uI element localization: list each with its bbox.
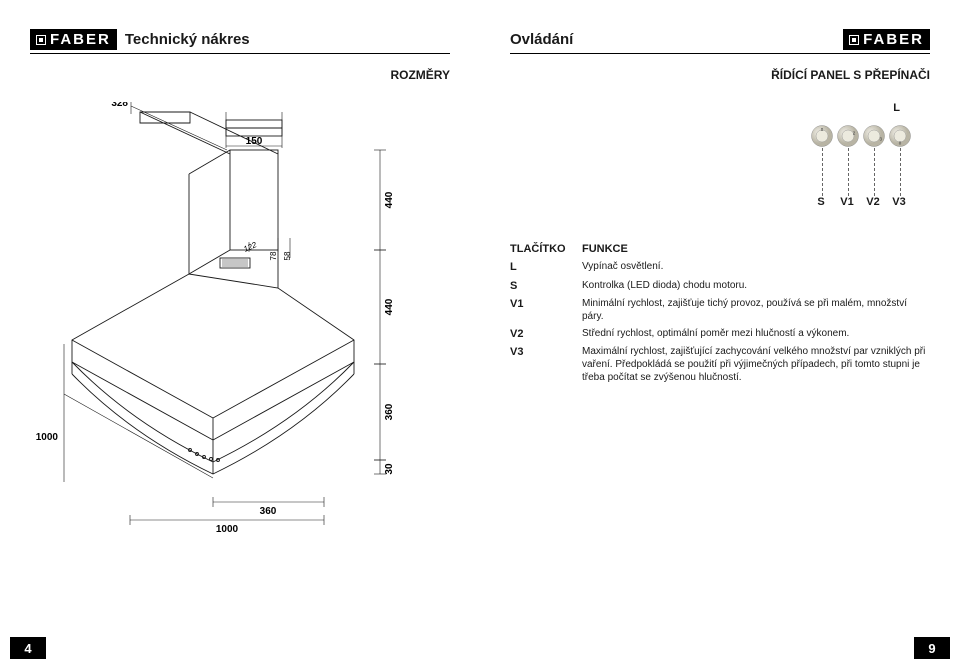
right-section-title: Ovládání xyxy=(510,31,573,48)
dim-150: 150 xyxy=(246,136,263,147)
row-val: Vypínač osvětlení. xyxy=(582,260,930,274)
dim-360v: 360 xyxy=(384,403,395,420)
row-val: Maximální rychlost, zajišťující zachycov… xyxy=(582,345,930,384)
table-head-val: FUNKCE xyxy=(582,242,930,256)
logo-icon xyxy=(36,35,46,45)
left-page-number: 4 xyxy=(10,637,46,659)
dial-label: V1 xyxy=(834,196,860,208)
brand-logo: FABER xyxy=(30,29,117,50)
left-page: FABER Technický nákres ROZMĚRY xyxy=(0,0,480,669)
row-val: Minimální rychlost, zajišťuje tichý prov… xyxy=(582,297,930,323)
table-head-key: TLAČÍTKO xyxy=(510,242,582,256)
dim-58: 58 xyxy=(283,251,292,260)
label-L: L xyxy=(893,102,900,114)
brand-text: FABER xyxy=(50,31,111,48)
left-header: FABER Technický nákres xyxy=(30,28,450,54)
row-key: V1 xyxy=(510,297,582,323)
dial-labels: S V1 V2 V3 xyxy=(808,196,912,208)
dim-440a: 440 xyxy=(384,191,395,208)
right-header: Ovládání FABER xyxy=(510,28,930,54)
dim-360b: 360 xyxy=(260,506,277,517)
row-key: L xyxy=(510,260,582,274)
dial-V2: 3 xyxy=(862,124,886,148)
left-sub-title: ROZMĚRY xyxy=(30,68,450,82)
brand-logo-right: FABER xyxy=(843,29,930,50)
technical-drawing: 328 150 440 440 360 30 122 78 58 1000 36… xyxy=(30,102,450,532)
dials-row: 0 2 3 0 xyxy=(810,124,912,148)
row-key: S xyxy=(510,279,582,293)
row-key: V2 xyxy=(510,327,582,341)
row-val: Kontrolka (LED dioda) chodu motoru. xyxy=(582,279,930,293)
row-key: V3 xyxy=(510,345,582,384)
dial-label: V3 xyxy=(886,196,912,208)
row-val: Střední rychlost, optimální poměr mezi h… xyxy=(582,327,930,341)
dial-V3: 0 xyxy=(888,124,912,148)
dial-S: 0 xyxy=(810,124,834,148)
right-page: Ovládání FABER ŘÍDÍCÍ PANEL S PŘEPÍNAČI … xyxy=(480,0,960,669)
dial-label: V2 xyxy=(860,196,886,208)
dial-V1: 2 xyxy=(836,124,860,148)
dim-30: 30 xyxy=(384,463,395,475)
dim-328: 328 xyxy=(111,102,128,109)
logo-icon xyxy=(849,35,859,45)
dim-122: 122 xyxy=(242,240,258,254)
right-page-number: 9 xyxy=(914,637,950,659)
function-table: TLAČÍTKO FUNKCE L Vypínač osvětlení. S K… xyxy=(510,242,930,384)
right-sub-title: ŘÍDÍCÍ PANEL S PŘEPÍNAČI xyxy=(510,68,930,82)
dim-1000a: 1000 xyxy=(36,432,59,443)
drawing-svg: 328 150 440 440 360 30 122 78 58 1000 36… xyxy=(30,102,470,542)
left-section-title: Technický nákres xyxy=(125,31,250,48)
dial-panel: L 0 2 3 xyxy=(510,102,930,222)
dim-78: 78 xyxy=(269,251,278,260)
brand-text: FABER xyxy=(863,31,924,48)
dim-440b: 440 xyxy=(384,298,395,315)
dim-1000b: 1000 xyxy=(216,524,239,535)
dial-label: S xyxy=(808,196,834,208)
